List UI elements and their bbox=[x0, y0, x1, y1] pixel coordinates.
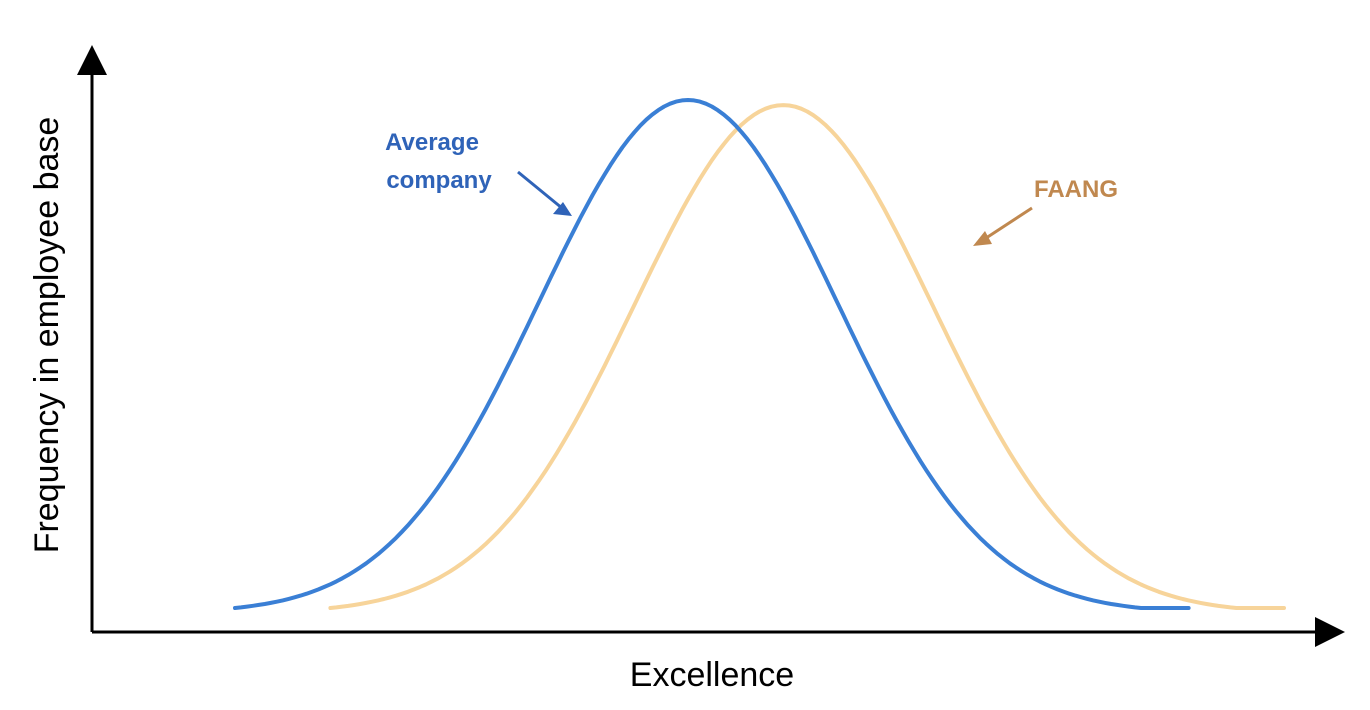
annotation-average-company: Average company bbox=[385, 129, 572, 216]
y-axis-label: Frequency in employee base bbox=[28, 117, 66, 554]
annotation-faang-arrowhead bbox=[973, 231, 992, 246]
annotation-faang-label: FAANG bbox=[1034, 176, 1118, 203]
annotation-average-label-line1: Average bbox=[385, 129, 479, 156]
annotation-faang-arrow bbox=[979, 206, 1033, 244]
series-line-average-company bbox=[233, 98, 1191, 610]
x-axis-label: Excellence bbox=[630, 656, 794, 694]
annotation-faang: FAANG bbox=[973, 176, 1118, 246]
annotation-average-arrowhead bbox=[553, 202, 572, 216]
annotation-average-label-line2: company bbox=[386, 167, 492, 194]
series-line-faang bbox=[328, 103, 1286, 610]
